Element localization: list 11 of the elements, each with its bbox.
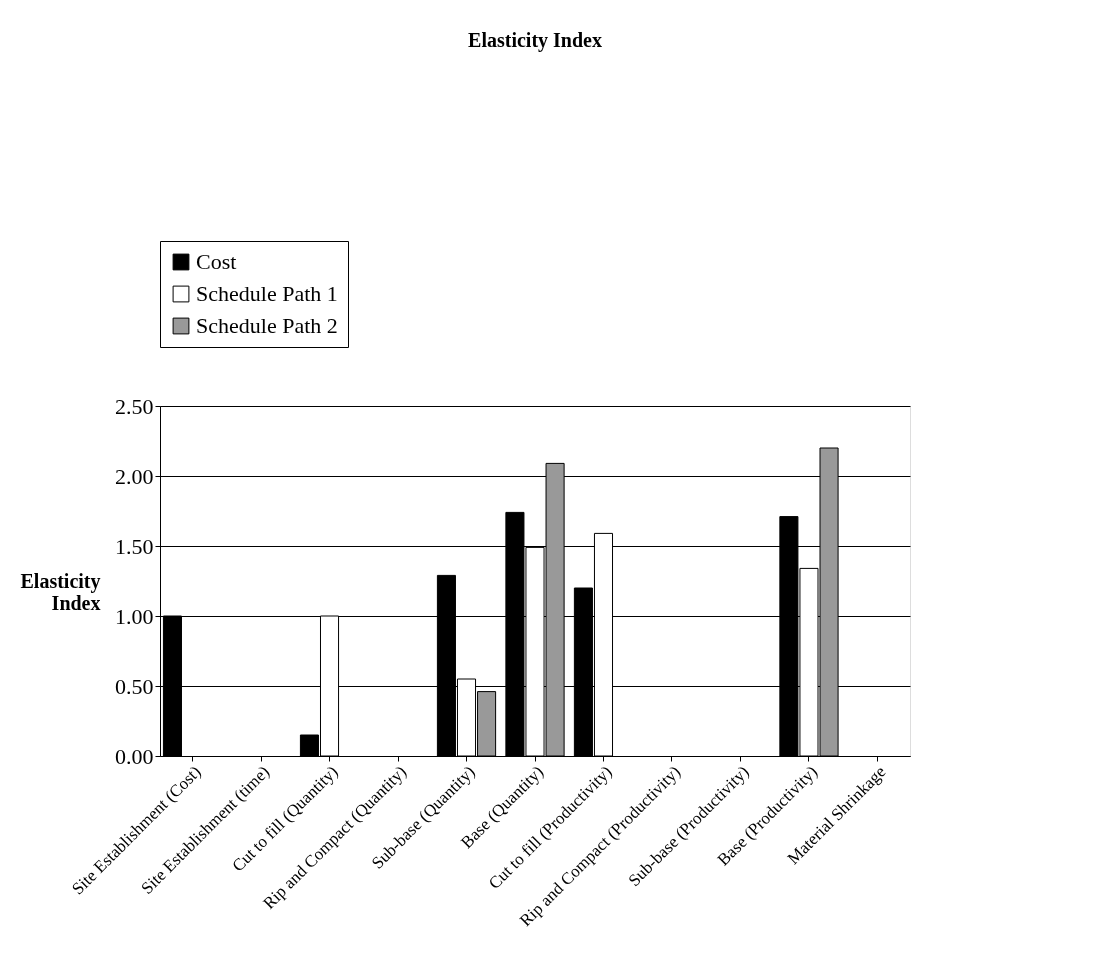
y-tick-label: 1.00 xyxy=(115,603,154,629)
legend-label: Schedule Path 2 xyxy=(196,313,338,338)
y-tick-label: 2.50 xyxy=(115,393,154,419)
y-axis-title: Elasticity Index xyxy=(20,569,101,614)
y-tick-label: 0.00 xyxy=(115,743,154,769)
legend-label: Schedule Path 1 xyxy=(196,281,338,306)
chart-title: Elasticity Index xyxy=(468,28,602,52)
legend-label: Cost xyxy=(196,249,237,274)
y-tick-label: 2.00 xyxy=(115,463,154,489)
y-tick-label: 0.50 xyxy=(115,673,154,699)
y-tick-label: 1.50 xyxy=(115,533,154,559)
